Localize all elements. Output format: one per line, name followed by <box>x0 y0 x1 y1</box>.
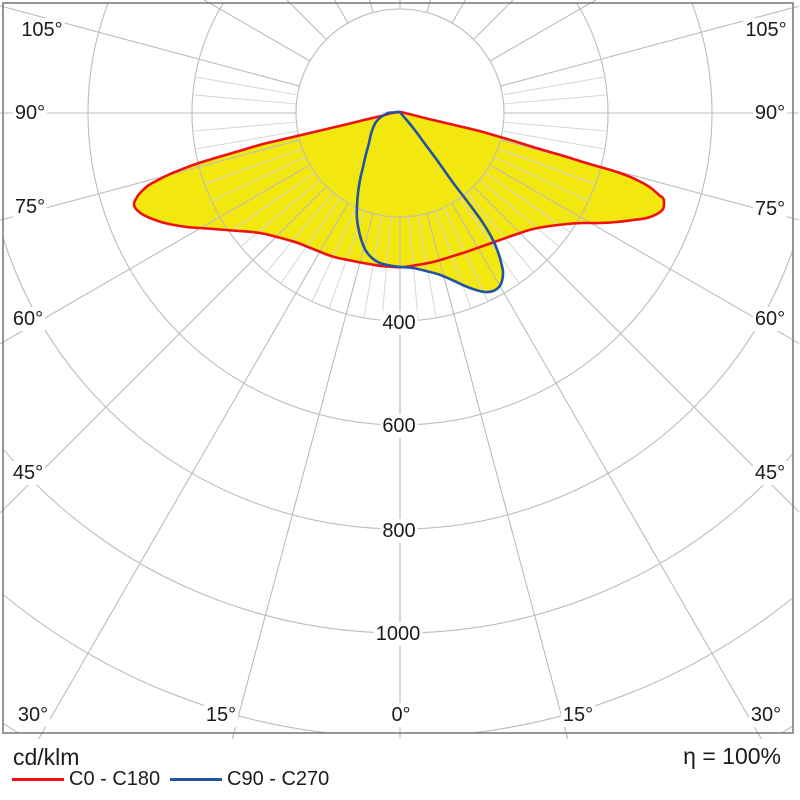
svg-text:30°: 30° <box>18 704 48 726</box>
svg-text:60°: 60° <box>13 308 43 330</box>
angle-label: 45° <box>10 461 46 485</box>
angle-label: 90° <box>752 101 788 125</box>
svg-text:90°: 90° <box>755 102 785 124</box>
angle-label: 105° <box>19 18 65 42</box>
svg-text:60°: 60° <box>755 308 785 330</box>
svg-text:15°: 15° <box>206 704 236 726</box>
svg-text:75°: 75° <box>15 196 45 218</box>
polar-chart-svg: 400 600 800 1000 105° 90° 75° 60° 45° 30° 15° 0° 15°… <box>0 0 799 739</box>
ring-label: 800 <box>380 519 418 543</box>
legend-item-c0-c180: C0 - C180 <box>12 768 160 791</box>
svg-text:105°: 105° <box>21 19 62 41</box>
ring-label: 1000 <box>373 622 423 646</box>
svg-text:75°: 75° <box>755 198 785 220</box>
svg-text:90°: 90° <box>15 102 45 124</box>
angle-label: 75° <box>12 195 48 219</box>
angle-label: 60° <box>752 307 788 331</box>
angle-label: 15° <box>203 703 239 727</box>
svg-text:15°: 15° <box>563 704 593 726</box>
legend-line-blue-icon <box>170 778 222 781</box>
svg-text:600: 600 <box>382 415 415 437</box>
ring-label: 600 <box>380 414 418 438</box>
angle-label: 75° <box>752 197 788 221</box>
svg-text:800: 800 <box>382 520 415 542</box>
curves <box>132 110 666 294</box>
efficiency-label: η = 100% <box>683 743 781 769</box>
angle-label: 90° <box>12 101 48 125</box>
svg-text:45°: 45° <box>755 462 785 484</box>
svg-text:0°: 0° <box>391 704 410 726</box>
angle-label: 30° <box>15 703 51 727</box>
major-spokes <box>0 0 799 739</box>
angle-label: 30° <box>748 703 784 727</box>
c90-c270-curve <box>355 110 505 294</box>
plot-frame <box>2 2 794 734</box>
ring-label: 400 <box>380 311 418 335</box>
svg-text:105°: 105° <box>745 19 786 41</box>
svg-text:1000: 1000 <box>376 623 421 645</box>
angle-label: 0° <box>389 703 413 727</box>
angle-label: 45° <box>752 461 788 485</box>
svg-text:400: 400 <box>382 312 415 334</box>
legend-item-c90-c270: C90 - C270 <box>170 768 329 791</box>
legend-line-red-icon <box>12 778 64 781</box>
angle-label: 105° <box>743 18 789 42</box>
svg-text:45°: 45° <box>13 462 43 484</box>
angle-label: 15° <box>560 703 596 727</box>
unit-label: cd/klm <box>13 744 80 770</box>
legend-label: C0 - C180 <box>69 768 161 790</box>
svg-text:30°: 30° <box>751 704 781 726</box>
legend-label: C90 - C270 <box>227 768 330 790</box>
c0-c180-curve <box>132 110 666 269</box>
angle-label: 60° <box>10 307 46 331</box>
